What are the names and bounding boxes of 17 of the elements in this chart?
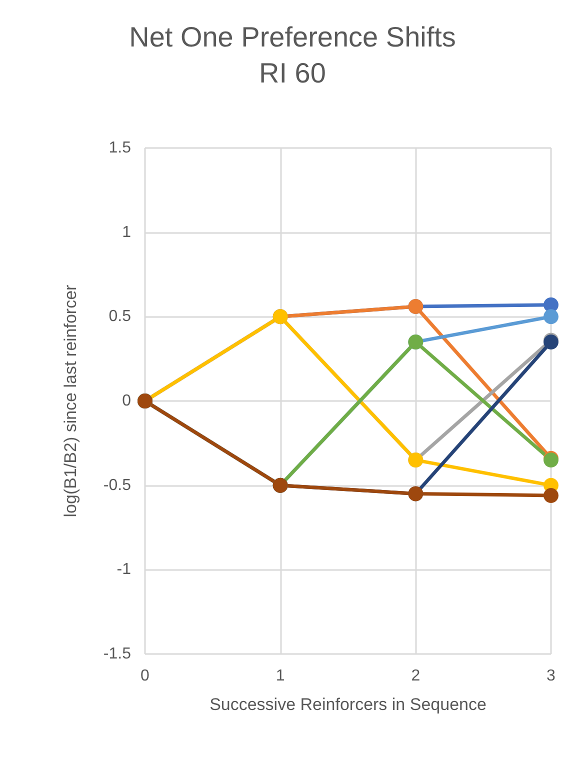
point	[544, 309, 558, 324]
y-tick-label: 0	[122, 392, 132, 410]
y-tick-label: -0.5	[103, 476, 132, 494]
y-tick-label: -1	[116, 561, 132, 578]
y-tick-label: 1.5	[108, 140, 132, 156]
y-tick-label: 1	[122, 224, 132, 241]
x-tick-label: 3	[546, 668, 556, 684]
chart-subtitle: RI 60	[259, 58, 326, 88]
point	[544, 488, 558, 503]
x-tick-label: 1	[276, 668, 285, 684]
x-tick-label: 2	[411, 668, 420, 684]
chart-title: Net One Preference Shifts	[129, 22, 456, 52]
y-tick-label: 0.5	[108, 308, 132, 326]
x-axis-title: Successive Reinforcers in Sequence	[210, 695, 486, 714]
y-axis-title: log(B1/B2) since last reinforcer	[61, 284, 80, 518]
x-tick-label: 0	[140, 668, 150, 684]
y-tick-label: -1.5	[103, 646, 132, 662]
